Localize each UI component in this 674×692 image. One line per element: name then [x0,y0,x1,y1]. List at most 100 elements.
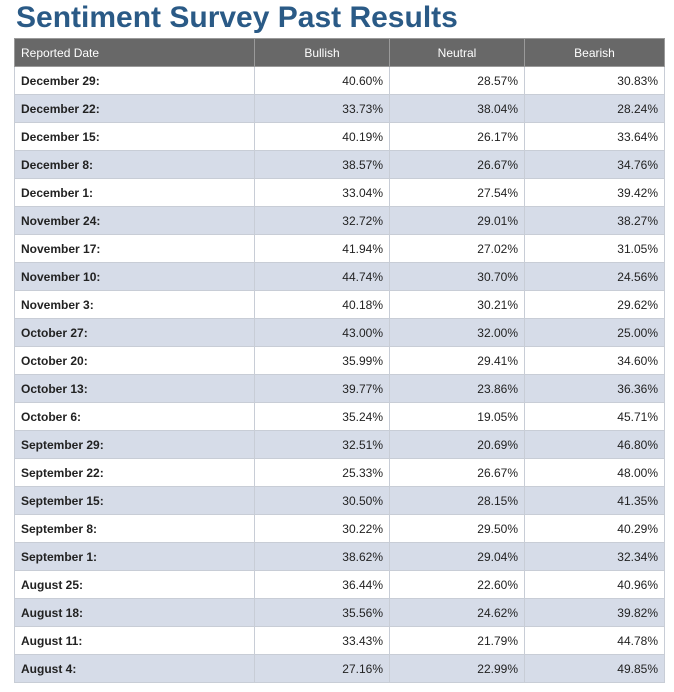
neutral-cell: 29.04% [389,542,525,571]
neutral-cell: 24.62% [389,598,525,627]
bearish-cell: 32.34% [524,542,665,571]
reported-date-cell: October 13: [14,374,255,403]
reported-date-cell: August 4: [14,654,255,683]
column-header-neutral: Neutral [389,38,525,67]
table-row: August 25: 36.44% 22.60% 40.96% [14,570,665,599]
table-row: October 27: 43.00% 32.00% 25.00% [14,318,665,347]
bullish-cell: 30.22% [254,514,390,543]
reported-date-cell: November 17: [14,234,255,263]
neutral-cell: 27.54% [389,178,525,207]
reported-date-cell: December 29: [14,66,255,95]
bearish-cell: 34.60% [524,346,665,375]
reported-date-cell: November 24: [14,206,255,235]
table-row: December 1: 33.04% 27.54% 39.42% [14,178,665,207]
table-row: November 3: 40.18% 30.21% 29.62% [14,290,665,319]
bearish-cell: 39.82% [524,598,665,627]
bearish-cell: 40.96% [524,570,665,599]
table-row: October 6: 35.24% 19.05% 45.71% [14,402,665,431]
table-row: October 20: 35.99% 29.41% 34.60% [14,346,665,375]
table-row: August 11: 33.43% 21.79% 44.78% [14,626,665,655]
bearish-cell: 48.00% [524,458,665,487]
bearish-cell: 29.62% [524,290,665,319]
bullish-cell: 32.51% [254,430,390,459]
reported-date-cell: December 15: [14,122,255,151]
bearish-cell: 41.35% [524,486,665,515]
reported-date-cell: September 15: [14,486,255,515]
reported-date-cell: October 20: [14,346,255,375]
bullish-cell: 40.19% [254,122,390,151]
bullish-cell: 33.43% [254,626,390,655]
reported-date-cell: September 29: [14,430,255,459]
neutral-cell: 22.60% [389,570,525,599]
table-body: December 29: 40.60% 28.57% 30.83% December 2… [14,66,665,683]
bearish-cell: 40.29% [524,514,665,543]
reported-date-cell: December 1: [14,178,255,207]
reported-date-cell: December 22: [14,94,255,123]
neutral-cell: 26.67% [389,458,525,487]
table-row: November 17: 41.94% 27.02% 31.05% [14,234,665,263]
bullish-cell: 25.33% [254,458,390,487]
column-header-reported-date: Reported Date [14,38,255,67]
bullish-cell: 39.77% [254,374,390,403]
table-row: November 10: 44.74% 30.70% 24.56% [14,262,665,291]
table-header-row: Reported Date Bullish Neutral Bearish [14,38,665,67]
table-row: September 1: 38.62% 29.04% 32.34% [14,542,665,571]
bullish-cell: 41.94% [254,234,390,263]
page-title: Sentiment Survey Past Results [16,1,458,34]
reported-date-cell: November 3: [14,290,255,319]
table-row: September 29: 32.51% 20.69% 46.80% [14,430,665,459]
reported-date-cell: October 6: [14,402,255,431]
neutral-cell: 32.00% [389,318,525,347]
bullish-cell: 32.72% [254,206,390,235]
bearish-cell: 31.05% [524,234,665,263]
table-row: August 18: 35.56% 24.62% 39.82% [14,598,665,627]
table-row: September 22: 25.33% 26.67% 48.00% [14,458,665,487]
bullish-cell: 44.74% [254,262,390,291]
column-header-bullish: Bullish [254,38,390,67]
neutral-cell: 21.79% [389,626,525,655]
neutral-cell: 22.99% [389,654,525,683]
bearish-cell: 24.56% [524,262,665,291]
bullish-cell: 27.16% [254,654,390,683]
bullish-cell: 33.73% [254,94,390,123]
bullish-cell: 35.56% [254,598,390,627]
neutral-cell: 19.05% [389,402,525,431]
bearish-cell: 25.00% [524,318,665,347]
table-row: September 8: 30.22% 29.50% 40.29% [14,514,665,543]
bullish-cell: 40.18% [254,290,390,319]
neutral-cell: 26.17% [389,122,525,151]
reported-date-cell: August 25: [14,570,255,599]
table-row: December 8: 38.57% 26.67% 34.76% [14,150,665,179]
neutral-cell: 28.57% [389,66,525,95]
bearish-cell: 46.80% [524,430,665,459]
neutral-cell: 30.70% [389,262,525,291]
sentiment-results-table: Reported Date Bullish Neutral Bearish De… [14,38,665,683]
bearish-cell: 44.78% [524,626,665,655]
reported-date-cell: September 22: [14,458,255,487]
bullish-cell: 38.57% [254,150,390,179]
bullish-cell: 36.44% [254,570,390,599]
neutral-cell: 29.50% [389,514,525,543]
reported-date-cell: August 11: [14,626,255,655]
neutral-cell: 29.41% [389,346,525,375]
bullish-cell: 43.00% [254,318,390,347]
reported-date-cell: December 8: [14,150,255,179]
column-header-bearish: Bearish [524,38,665,67]
bullish-cell: 35.24% [254,402,390,431]
neutral-cell: 23.86% [389,374,525,403]
reported-date-cell: September 8: [14,514,255,543]
table-row: December 15: 40.19% 26.17% 33.64% [14,122,665,151]
neutral-cell: 30.21% [389,290,525,319]
reported-date-cell: August 18: [14,598,255,627]
neutral-cell: 29.01% [389,206,525,235]
table-row: September 15: 30.50% 28.15% 41.35% [14,486,665,515]
bearish-cell: 34.76% [524,150,665,179]
bearish-cell: 28.24% [524,94,665,123]
table-row: December 29: 40.60% 28.57% 30.83% [14,66,665,95]
neutral-cell: 38.04% [389,94,525,123]
neutral-cell: 20.69% [389,430,525,459]
bearish-cell: 45.71% [524,402,665,431]
table-row: November 24: 32.72% 29.01% 38.27% [14,206,665,235]
table-row: December 22: 33.73% 38.04% 28.24% [14,94,665,123]
bearish-cell: 30.83% [524,66,665,95]
